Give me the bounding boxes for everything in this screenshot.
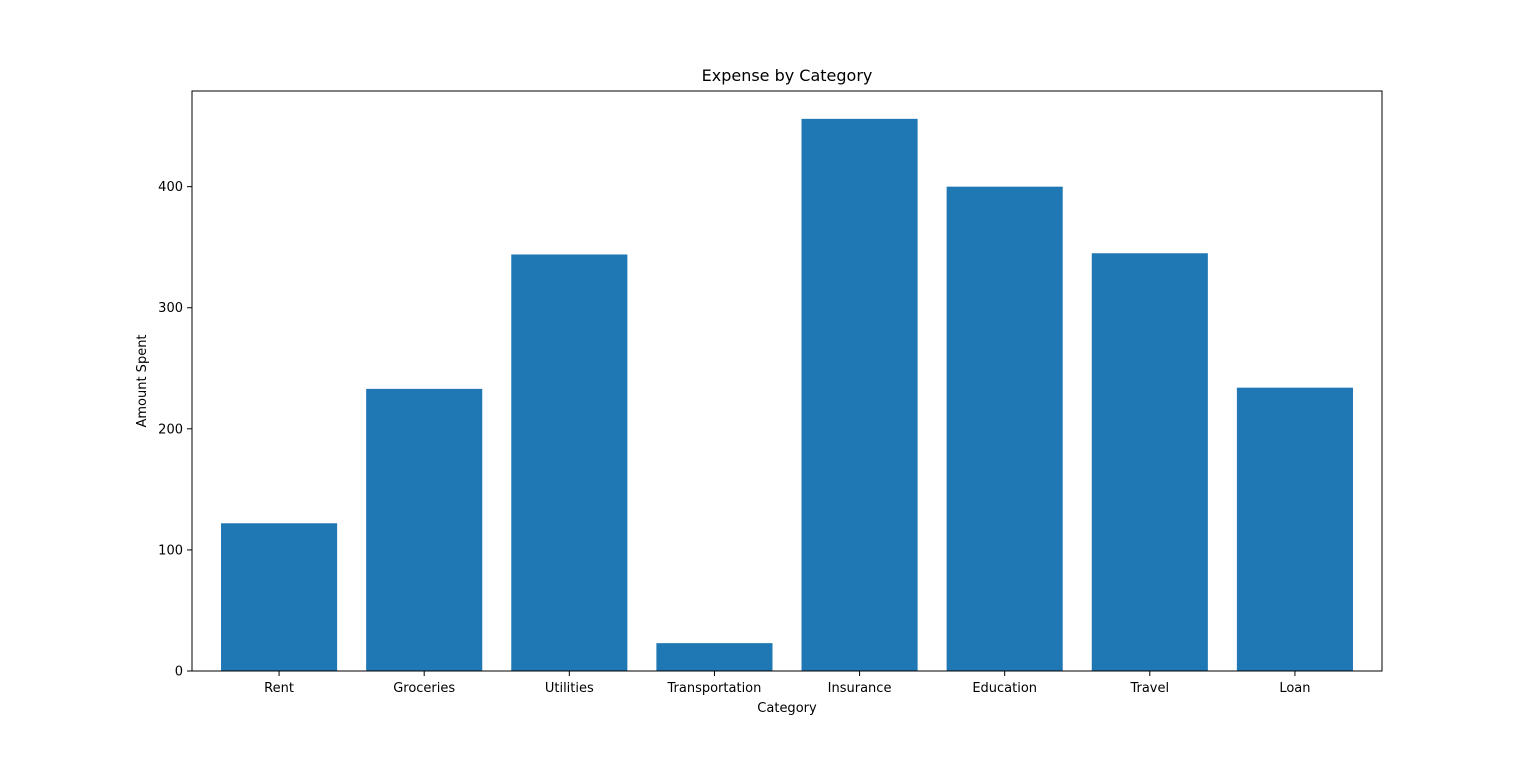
y-tick-label: 0	[175, 665, 183, 680]
bar-loan	[1236, 387, 1353, 671]
x-axis: Rent Groceries Utilities Transportation Insu…	[264, 671, 1311, 696]
y-axis: 0 100 200 300 400	[158, 180, 192, 680]
x-tick-label-utilities: Utilities	[545, 681, 594, 696]
chart-title: Expense by Category	[702, 66, 873, 85]
y-tick-label: 200	[158, 422, 183, 437]
x-axis-label: Category	[757, 701, 817, 716]
x-tick-label-loan: Loan	[1279, 681, 1310, 696]
x-tick-label-transportation: Transportation	[667, 681, 762, 696]
bar-education	[946, 186, 1063, 671]
x-tick-label-groceries: Groceries	[393, 681, 455, 696]
bar-transportation	[656, 643, 773, 671]
bar-utilities	[511, 254, 628, 671]
y-tick-label: 400	[158, 180, 183, 195]
plot-frame	[191, 90, 1383, 672]
bar-groceries	[366, 388, 483, 671]
y-tick-label: 300	[158, 301, 183, 316]
bar-insurance	[801, 118, 918, 672]
bars-layer	[221, 118, 1353, 672]
bar-travel	[1091, 253, 1208, 671]
bar-rent	[221, 523, 338, 671]
y-tick-label: 100	[158, 543, 183, 558]
x-tick-label-insurance: Insurance	[828, 681, 892, 696]
y-axis-label: Amount Spent	[135, 334, 150, 427]
x-tick-label-travel: Travel	[1129, 681, 1169, 696]
x-tick-label-education: Education	[972, 681, 1037, 696]
x-tick-label-rent: Rent	[264, 681, 294, 696]
